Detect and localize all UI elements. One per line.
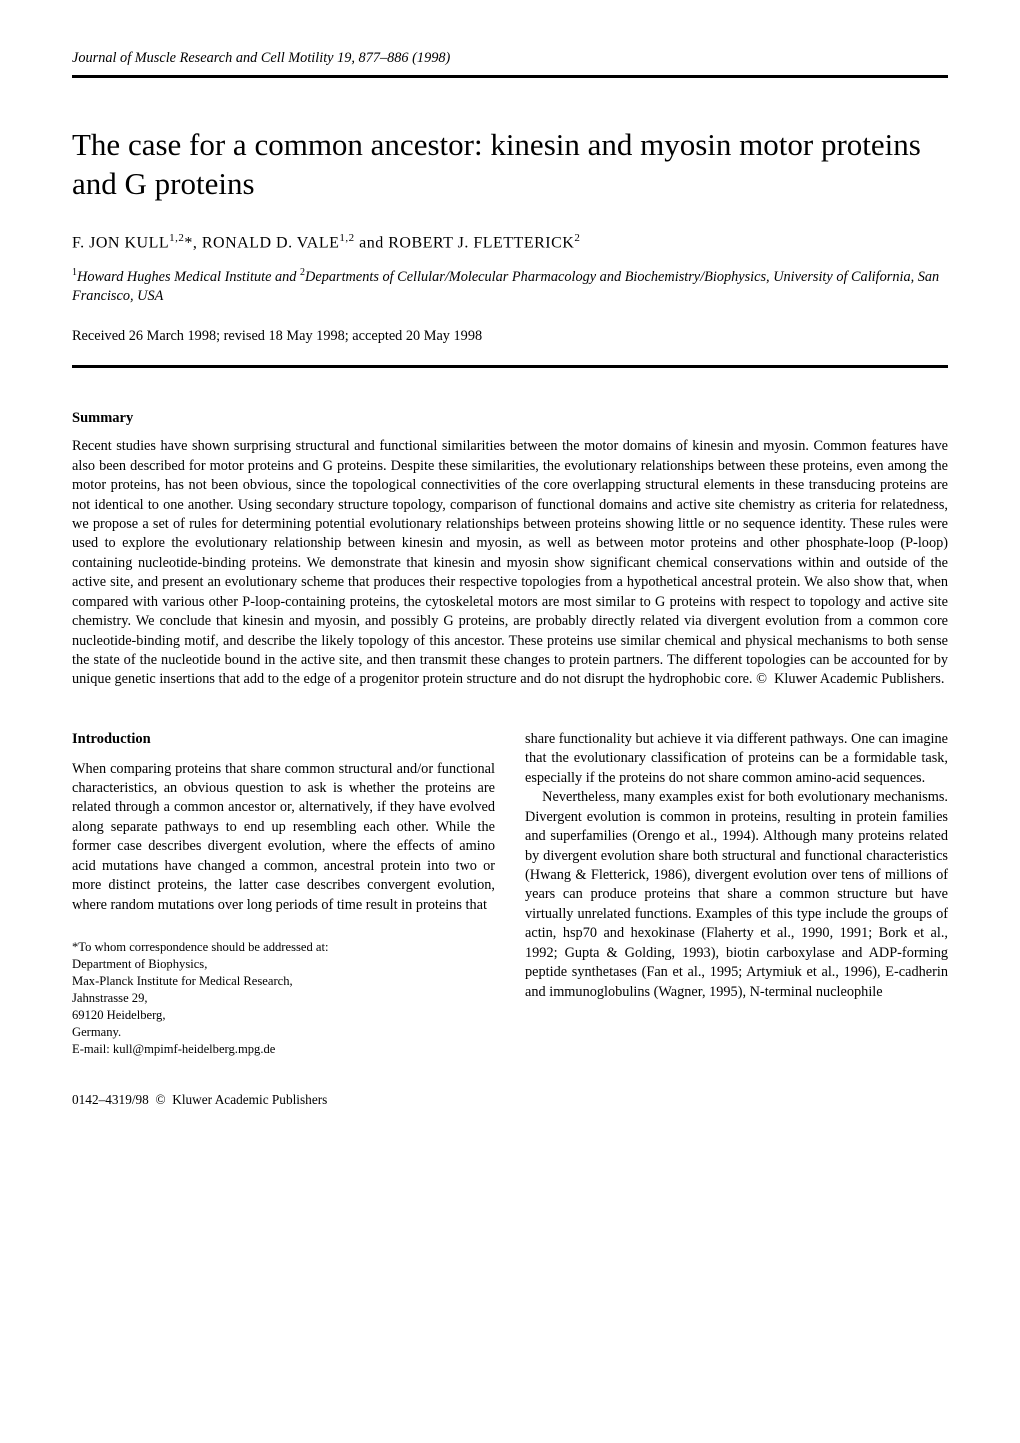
corr-line: 69120 Heidelberg, bbox=[72, 1007, 495, 1024]
corr-line: Max-Planck Institute for Medical Researc… bbox=[72, 973, 495, 990]
mid-rule bbox=[72, 365, 948, 368]
top-rule bbox=[72, 75, 948, 78]
article-title: The case for a common ancestor: kinesin … bbox=[72, 126, 948, 204]
summary-text: Recent studies have shown surprising str… bbox=[72, 437, 948, 690]
affiliations: 1Howard Hughes Medical Institute and 2De… bbox=[72, 266, 948, 306]
corr-line: *To whom correspondence should be addres… bbox=[72, 939, 495, 956]
introduction-heading: Introduction bbox=[72, 730, 495, 750]
intro-right-paragraph-2: Nevertheless, many examples exist for bo… bbox=[525, 788, 948, 1002]
intro-left-paragraph: When comparing proteins that share commo… bbox=[72, 760, 495, 916]
summary-heading: Summary bbox=[72, 410, 948, 427]
corr-email: E-mail: kull@mpimf-heidelberg.mpg.de bbox=[72, 1041, 495, 1058]
received-dates: Received 26 March 1998; revised 18 May 1… bbox=[72, 328, 948, 345]
intro-columns: Introduction When comparing proteins tha… bbox=[72, 730, 948, 1058]
corr-line: Jahnstrasse 29, bbox=[72, 990, 495, 1007]
journal-citation: Journal of Muscle Research and Cell Moti… bbox=[72, 50, 948, 67]
author-list: F. JON KULL1,2*, RONALD D. VALE1,2 and R… bbox=[72, 232, 948, 252]
intro-column-right: share functionality but achieve it via d… bbox=[525, 730, 948, 1058]
correspondence-block: *To whom correspondence should be addres… bbox=[72, 939, 495, 1058]
intro-column-left: Introduction When comparing proteins tha… bbox=[72, 730, 495, 1058]
footer-copyright: 0142–4319/98 © Kluwer Academic Publisher… bbox=[72, 1092, 948, 1108]
intro-right-paragraph-1: share functionality but achieve it via d… bbox=[525, 730, 948, 788]
corr-line: Germany. bbox=[72, 1024, 495, 1041]
corr-line: Department of Biophysics, bbox=[72, 956, 495, 973]
